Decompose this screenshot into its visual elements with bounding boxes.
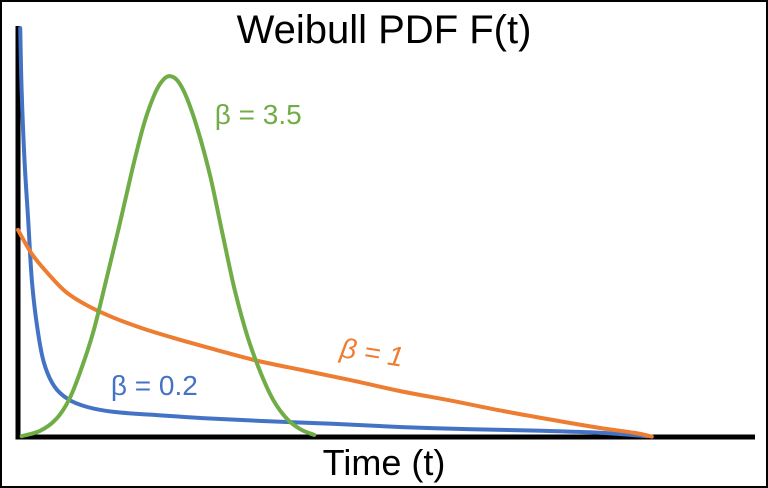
curve-beta-3-5 xyxy=(19,74,317,439)
curve-label-beta-3-5: β = 3.5 xyxy=(214,99,302,131)
x-axis-label: Time (t) xyxy=(322,442,446,483)
curve-beta-1 xyxy=(16,227,654,439)
curve-label-beta-0-2: β = 0.2 xyxy=(110,370,198,402)
chart-title: Weibull PDF F(t) xyxy=(236,8,532,52)
curve-beta-0-2 xyxy=(18,26,649,439)
